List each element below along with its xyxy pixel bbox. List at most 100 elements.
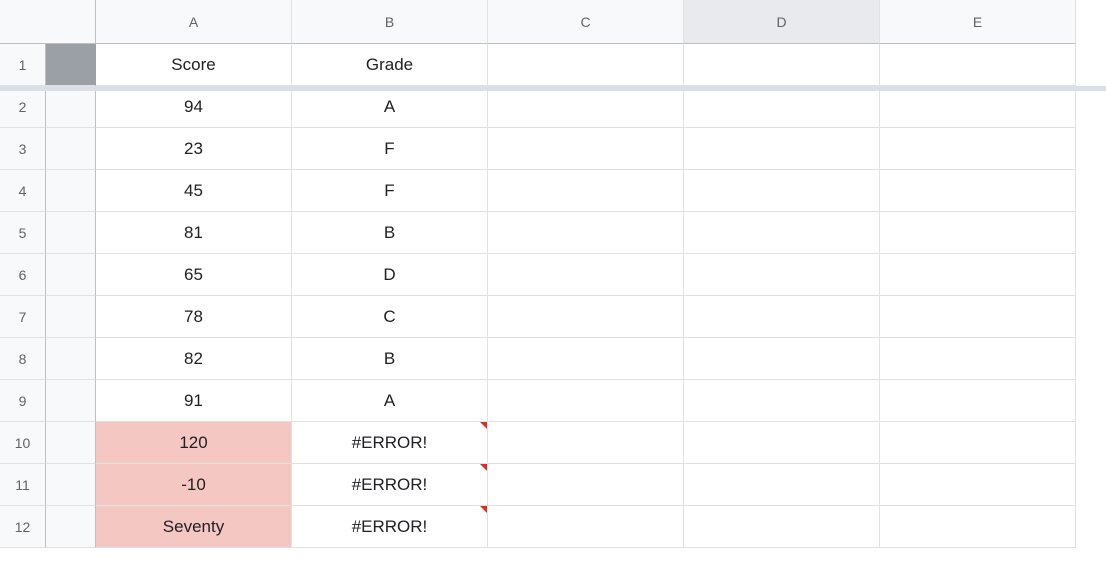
cell-D10[interactable] [684,422,880,464]
cell-C3[interactable] [488,128,684,170]
cell-A2[interactable]: 94 [96,86,292,128]
row-header-6[interactable]: 6 [0,254,46,296]
column-header-c[interactable]: C [488,0,684,44]
row-header-12[interactable]: 12 [0,506,46,548]
cell-E4[interactable] [880,170,1076,212]
row-header-4[interactable]: 4 [0,170,46,212]
column-header-d[interactable]: D [684,0,880,44]
cell-D1[interactable] [684,44,880,86]
spreadsheet-grid[interactable]: ABCDE1ScoreGrade294A323F445F581B665D778C… [0,0,1106,570]
cell-E3[interactable] [880,128,1076,170]
cell-C12[interactable] [488,506,684,548]
freeze-pane-bar[interactable] [0,86,1106,91]
row-select-handle-9[interactable] [46,380,96,422]
column-header-a[interactable]: A [96,0,292,44]
cell-D9[interactable] [684,380,880,422]
cell-B11[interactable]: #ERROR! [292,464,488,506]
cell-E10[interactable] [880,422,1076,464]
cell-value: Seventy [163,517,224,537]
row-header-2[interactable]: 2 [0,86,46,128]
cell-C6[interactable] [488,254,684,296]
cell-D8[interactable] [684,338,880,380]
cell-C4[interactable] [488,170,684,212]
column-header-b[interactable]: B [292,0,488,44]
cell-A7[interactable]: 78 [96,296,292,338]
cell-B9[interactable]: A [292,380,488,422]
cell-value: Grade [366,55,413,75]
row-select-handle-4[interactable] [46,170,96,212]
cell-value: B [384,349,395,369]
cell-A5[interactable]: 81 [96,212,292,254]
row-header-3[interactable]: 3 [0,128,46,170]
row-select-handle-12[interactable] [46,506,96,548]
cell-value: 81 [184,223,203,243]
cell-B12[interactable]: #ERROR! [292,506,488,548]
cell-A4[interactable]: 45 [96,170,292,212]
row-header-7[interactable]: 7 [0,296,46,338]
row-select-handle-11[interactable] [46,464,96,506]
cell-value: B [384,223,395,243]
cell-C5[interactable] [488,212,684,254]
row-select-handle-2[interactable] [46,86,96,128]
cell-C2[interactable] [488,86,684,128]
cell-B4[interactable]: F [292,170,488,212]
row-header-10[interactable]: 10 [0,422,46,464]
cell-A3[interactable]: 23 [96,128,292,170]
cell-D6[interactable] [684,254,880,296]
cell-D11[interactable] [684,464,880,506]
cell-E12[interactable] [880,506,1076,548]
cell-B2[interactable]: A [292,86,488,128]
row-header-9[interactable]: 9 [0,380,46,422]
cell-B10[interactable]: #ERROR! [292,422,488,464]
cell-E5[interactable] [880,212,1076,254]
cell-value: #ERROR! [352,517,428,537]
row-select-handle-8[interactable] [46,338,96,380]
cell-D12[interactable] [684,506,880,548]
cell-E9[interactable] [880,380,1076,422]
cell-A1[interactable]: Score [96,44,292,86]
cell-E11[interactable] [880,464,1076,506]
cell-B1[interactable]: Grade [292,44,488,86]
cell-E8[interactable] [880,338,1076,380]
cell-C7[interactable] [488,296,684,338]
row-select-handle-1[interactable] [46,44,96,86]
cell-value: 65 [184,265,203,285]
cell-E1[interactable] [880,44,1076,86]
cell-A9[interactable]: 91 [96,380,292,422]
cell-C10[interactable] [488,422,684,464]
cell-E2[interactable] [880,86,1076,128]
cell-A12[interactable]: Seventy [96,506,292,548]
cell-A10[interactable]: 120 [96,422,292,464]
row-header-5[interactable]: 5 [0,212,46,254]
select-all-corner[interactable] [0,0,96,44]
row-select-handle-5[interactable] [46,212,96,254]
row-select-handle-7[interactable] [46,296,96,338]
cell-C1[interactable] [488,44,684,86]
cell-C11[interactable] [488,464,684,506]
cell-B8[interactable]: B [292,338,488,380]
cell-value: 91 [184,391,203,411]
cell-D7[interactable] [684,296,880,338]
cell-C9[interactable] [488,380,684,422]
cell-D3[interactable] [684,128,880,170]
cell-C8[interactable] [488,338,684,380]
row-select-handle-6[interactable] [46,254,96,296]
row-select-handle-3[interactable] [46,128,96,170]
cell-B7[interactable]: C [292,296,488,338]
cell-B5[interactable]: B [292,212,488,254]
cell-B6[interactable]: D [292,254,488,296]
cell-B3[interactable]: F [292,128,488,170]
cell-D5[interactable] [684,212,880,254]
cell-E6[interactable] [880,254,1076,296]
column-header-e[interactable]: E [880,0,1076,44]
cell-A8[interactable]: 82 [96,338,292,380]
cell-E7[interactable] [880,296,1076,338]
cell-A6[interactable]: 65 [96,254,292,296]
row-select-handle-10[interactable] [46,422,96,464]
row-header-1[interactable]: 1 [0,44,46,86]
cell-A11[interactable]: -10 [96,464,292,506]
row-header-11[interactable]: 11 [0,464,46,506]
cell-D4[interactable] [684,170,880,212]
row-header-8[interactable]: 8 [0,338,46,380]
cell-D2[interactable] [684,86,880,128]
